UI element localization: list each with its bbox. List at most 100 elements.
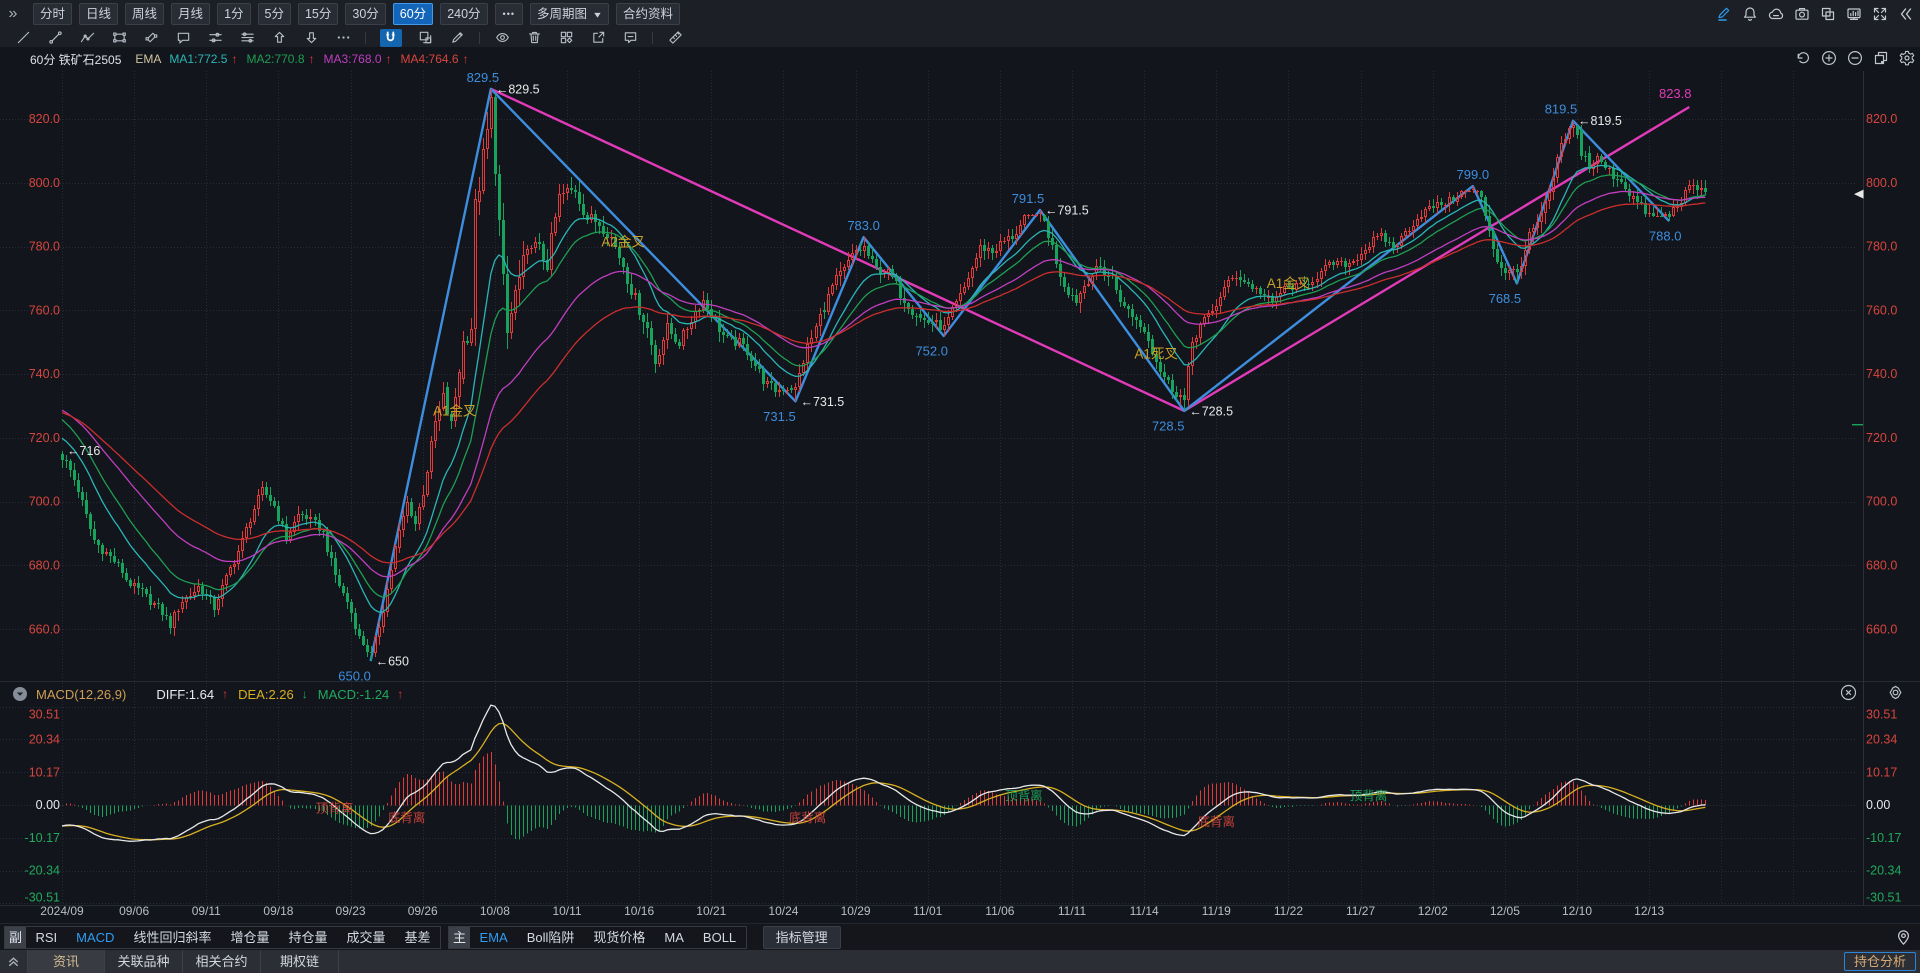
sub-indicator-tab-线性回归斜率[interactable]: 线性回归斜率 bbox=[133, 929, 212, 945]
main-indicator-tabs: EMA Boll陷阱 现货价格 MA BOLL bbox=[470, 927, 746, 948]
arrow-down-icon[interactable] bbox=[303, 29, 320, 46]
export-icon[interactable] bbox=[590, 29, 607, 46]
main-indicator-tab-EMA[interactable]: EMA bbox=[479, 929, 508, 945]
ma-value-label: MA4:764.6 bbox=[400, 52, 459, 66]
drawing-toolbar bbox=[0, 28, 1920, 47]
sub-indicator-tab-增仓量[interactable]: 增仓量 bbox=[230, 929, 270, 945]
bottom-tab-关联品种[interactable]: 关联品种 bbox=[105, 950, 183, 973]
indicator-manage-button[interactable]: 指标管理 bbox=[762, 925, 841, 949]
indicator-settings-icon[interactable] bbox=[1887, 684, 1904, 701]
period-button-30分[interactable]: 30分 bbox=[345, 3, 386, 25]
copy-drawing-icon[interactable] bbox=[417, 29, 434, 46]
feedback-icon[interactable] bbox=[622, 29, 639, 46]
caret-down-icon: ▼ bbox=[592, 10, 603, 20]
zoom-out-icon[interactable] bbox=[1846, 49, 1863, 66]
svg-text:12/05: 12/05 bbox=[1490, 904, 1520, 918]
main-indicator-tab-现货价格[interactable]: 现货价格 bbox=[593, 929, 646, 945]
sub-indicator-tab-持仓量[interactable]: 持仓量 bbox=[288, 929, 328, 945]
svg-text:顶背离: 顶背离 bbox=[316, 800, 354, 815]
ma-trend-up-arrow: ↑ bbox=[462, 52, 469, 66]
arrow-up-icon[interactable] bbox=[271, 29, 288, 46]
ma-trend-up-arrow: ↑ bbox=[231, 52, 238, 66]
period-button-1分[interactable]: 1分 bbox=[217, 3, 251, 25]
kline-macd-chart[interactable]: A1金叉 A2金叉 A1死叉 A1金叉 829.5 650.0 731.5 783.0 752.… bbox=[0, 47, 1920, 923]
period-button-5分[interactable]: 5分 bbox=[257, 3, 291, 25]
sub-indicator-tab-RSI[interactable]: RSI bbox=[35, 929, 58, 945]
position-analysis-button[interactable]: 持仓分析 bbox=[1843, 952, 1916, 971]
svg-text:10/11: 10/11 bbox=[552, 904, 581, 918]
period-button-月线[interactable]: 月线 bbox=[171, 3, 211, 25]
svg-text:820.0: 820.0 bbox=[1866, 112, 1897, 126]
objects-tree-icon[interactable] bbox=[558, 29, 575, 46]
period-button-60分[interactable]: 60分 bbox=[392, 3, 434, 25]
close-indicator-icon[interactable] bbox=[1840, 684, 1857, 701]
more-tools-icon[interactable] bbox=[335, 29, 352, 46]
restore-view-icon[interactable] bbox=[1872, 49, 1889, 66]
magnet-icon[interactable] bbox=[379, 28, 402, 47]
macd-params-label[interactable]: MACD(12,26,9) bbox=[36, 686, 127, 702]
fib-icon[interactable] bbox=[239, 29, 256, 46]
svg-text:A1金叉: A1金叉 bbox=[1267, 276, 1311, 291]
bottom-tab-资讯[interactable]: 资讯 bbox=[27, 950, 105, 973]
segment-icon[interactable] bbox=[47, 29, 64, 46]
period-button-分时[interactable]: 分时 bbox=[33, 3, 73, 25]
period-button-日线[interactable]: 日线 bbox=[79, 3, 119, 25]
toolbar-expand-icon[interactable]: » bbox=[8, 5, 18, 22]
trash-icon[interactable] bbox=[526, 29, 543, 46]
toolbar-separator bbox=[479, 31, 480, 44]
edit-drawing-icon[interactable] bbox=[449, 29, 466, 46]
svg-text:752.0: 752.0 bbox=[915, 343, 948, 358]
gann-icon[interactable] bbox=[207, 29, 224, 46]
alert-icon[interactable] bbox=[1741, 6, 1758, 23]
collapse-panel-up-icon[interactable] bbox=[0, 950, 27, 973]
svg-text:11/19: 11/19 bbox=[1202, 904, 1231, 918]
draw-mode-icon[interactable] bbox=[1715, 6, 1732, 23]
snapshot-icon[interactable] bbox=[1793, 6, 1810, 23]
text-note-icon[interactable] bbox=[175, 29, 192, 46]
bottom-tab-相关合约[interactable]: 相关合约 bbox=[183, 950, 261, 973]
period-button-240分[interactable]: 240分 bbox=[440, 3, 488, 25]
svg-text:11/14: 11/14 bbox=[1130, 904, 1159, 918]
chart-area[interactable]: A1金叉 A2金叉 A1死叉 A1金叉 829.5 650.0 731.5 783.0 752.… bbox=[0, 47, 1920, 923]
wave-icon[interactable] bbox=[79, 29, 96, 46]
svg-text:←819.5: ←819.5 bbox=[1578, 114, 1622, 128]
contract-info-button[interactable]: 合约资料 bbox=[615, 3, 680, 25]
main-indicator-tab-BOLL[interactable]: BOLL bbox=[702, 929, 737, 945]
main-indicator-tab-Boll陷阱[interactable]: Boll陷阱 bbox=[526, 929, 575, 945]
main-indicator-tab-MA[interactable]: MA bbox=[664, 929, 684, 945]
sub-indicator-tab-成交量[interactable]: 成交量 bbox=[346, 929, 386, 945]
svg-text:2024/09: 2024/09 bbox=[40, 904, 84, 918]
zoom-in-icon[interactable] bbox=[1820, 49, 1837, 66]
compare-icon[interactable] bbox=[1819, 6, 1836, 23]
ruler-icon[interactable] bbox=[667, 29, 684, 46]
svg-text:680.0: 680.0 bbox=[1866, 558, 1897, 572]
svg-text:720.0: 720.0 bbox=[1866, 431, 1897, 445]
settings-icon[interactable] bbox=[1898, 49, 1915, 66]
multi-period-button[interactable]: 多周期图 ▼ bbox=[530, 3, 609, 25]
svg-text:823.8: 823.8 bbox=[1659, 86, 1692, 101]
sub-indicator-tab-基差[interactable]: 基差 bbox=[404, 929, 431, 945]
collapse-panel-icon[interactable] bbox=[12, 686, 28, 702]
eye-icon[interactable] bbox=[494, 29, 511, 46]
period-button-周线[interactable]: 周线 bbox=[125, 3, 165, 25]
more-periods-button[interactable]: ••• bbox=[494, 3, 523, 25]
bottom-tab-期权链[interactable]: 期权链 bbox=[261, 950, 339, 973]
svg-text:10/29: 10/29 bbox=[841, 904, 871, 918]
period-toolbar: » 分时 日线 周线 月线 1分 5分 15分 30分 60分 240分 ••• 多周期图 ▼ 合约… bbox=[0, 0, 1920, 28]
svg-text:20.34: 20.34 bbox=[1866, 732, 1897, 746]
cloud-icon[interactable] bbox=[1767, 6, 1784, 23]
multi-chart-icon[interactable] bbox=[1845, 6, 1862, 23]
sub-indicator-tab-MACD[interactable]: MACD bbox=[76, 929, 115, 945]
macd-dea-label: DEA:2.26 bbox=[238, 686, 294, 702]
rotated-rect-icon[interactable] bbox=[143, 29, 160, 46]
svg-text:0.00: 0.00 bbox=[36, 798, 60, 812]
location-pin-icon[interactable] bbox=[1895, 929, 1912, 946]
rect-shape-icon[interactable] bbox=[111, 29, 128, 46]
collapse-right-icon[interactable] bbox=[1897, 6, 1914, 23]
period-button-15分[interactable]: 15分 bbox=[297, 3, 339, 25]
trendline-icon[interactable] bbox=[15, 29, 32, 46]
undo-icon[interactable] bbox=[1794, 49, 1811, 66]
svg-text:829.5: 829.5 bbox=[467, 70, 500, 85]
fullscreen-icon[interactable] bbox=[1871, 6, 1888, 23]
